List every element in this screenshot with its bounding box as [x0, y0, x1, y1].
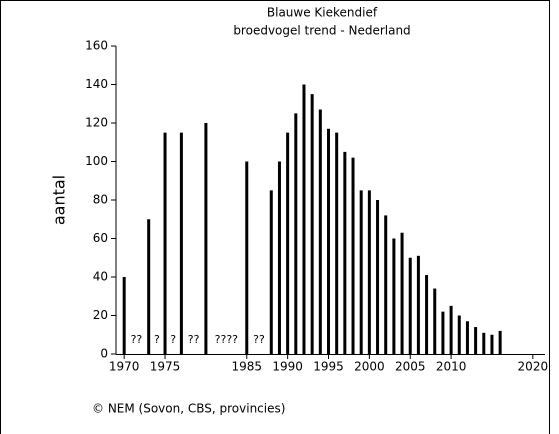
- footer: © NEM (Sovon, CBS, provincies): [92, 402, 285, 416]
- bar: [204, 123, 208, 354]
- unknown-marker: ?: [170, 333, 176, 346]
- y-tick-label: 60: [93, 231, 108, 245]
- unknown-marker: ?: [154, 333, 160, 346]
- bar: [147, 219, 151, 354]
- bar: [294, 113, 298, 354]
- y-tick-label: 160: [85, 39, 108, 53]
- bar: [269, 190, 273, 354]
- bar: [310, 94, 314, 354]
- bar: [433, 288, 437, 354]
- bar: [376, 200, 380, 354]
- x-tick-label: 2010: [436, 360, 467, 374]
- unknown-marker: ??: [253, 333, 265, 346]
- bar: [441, 311, 445, 354]
- x-tick-label: 1970: [109, 360, 140, 374]
- bar: [498, 330, 502, 354]
- unknown-marker: ????: [215, 333, 239, 346]
- bar: [482, 332, 486, 354]
- y-tick-label: 100: [85, 154, 108, 168]
- bar: [457, 315, 461, 354]
- y-axis-label: aantal: [50, 175, 69, 225]
- y-tick-label: 0: [100, 347, 108, 361]
- y-tick-label: 80: [93, 193, 108, 207]
- y-tick-label: 120: [85, 116, 108, 130]
- bar: [343, 151, 347, 354]
- bar: [302, 84, 306, 354]
- x-tick-label: 2000: [354, 360, 385, 374]
- chart-subtitle: broedvogel trend - Nederland: [233, 24, 410, 38]
- bar: [400, 232, 404, 354]
- bar: [351, 157, 355, 354]
- bar: [245, 161, 249, 354]
- bar: [179, 132, 183, 354]
- bar: [465, 321, 469, 354]
- bar: [384, 215, 388, 354]
- bar: [327, 128, 330, 354]
- chart-title: Blauwe Kiekendief: [267, 6, 378, 20]
- x-tick-label: 1985: [231, 360, 262, 374]
- bar: [416, 255, 420, 354]
- x-tick-label: 1995: [313, 360, 344, 374]
- bar: [474, 327, 478, 354]
- x-tick-label: 2005: [395, 360, 426, 374]
- bar: [318, 109, 322, 355]
- bar: [425, 275, 429, 354]
- bar: [408, 257, 412, 354]
- bar: [392, 238, 396, 354]
- y-tick-label: 40: [93, 270, 108, 284]
- bar: [359, 190, 363, 354]
- bar: [277, 161, 281, 354]
- x-tick-label: 1975: [150, 360, 181, 374]
- y-tick-label: 20: [93, 308, 108, 322]
- x-tick-label: 1990: [272, 360, 303, 374]
- bar: [449, 305, 453, 354]
- x-tick-label: 2020: [518, 360, 549, 374]
- bar: [367, 190, 371, 354]
- bar: [286, 132, 290, 354]
- bar: [122, 277, 126, 354]
- unknown-marker: ??: [188, 333, 200, 346]
- y-tick-label: 140: [85, 77, 108, 91]
- bar: [163, 132, 167, 354]
- unknown-marker: ??: [131, 333, 143, 346]
- bar: [490, 334, 494, 354]
- bar: [335, 132, 339, 354]
